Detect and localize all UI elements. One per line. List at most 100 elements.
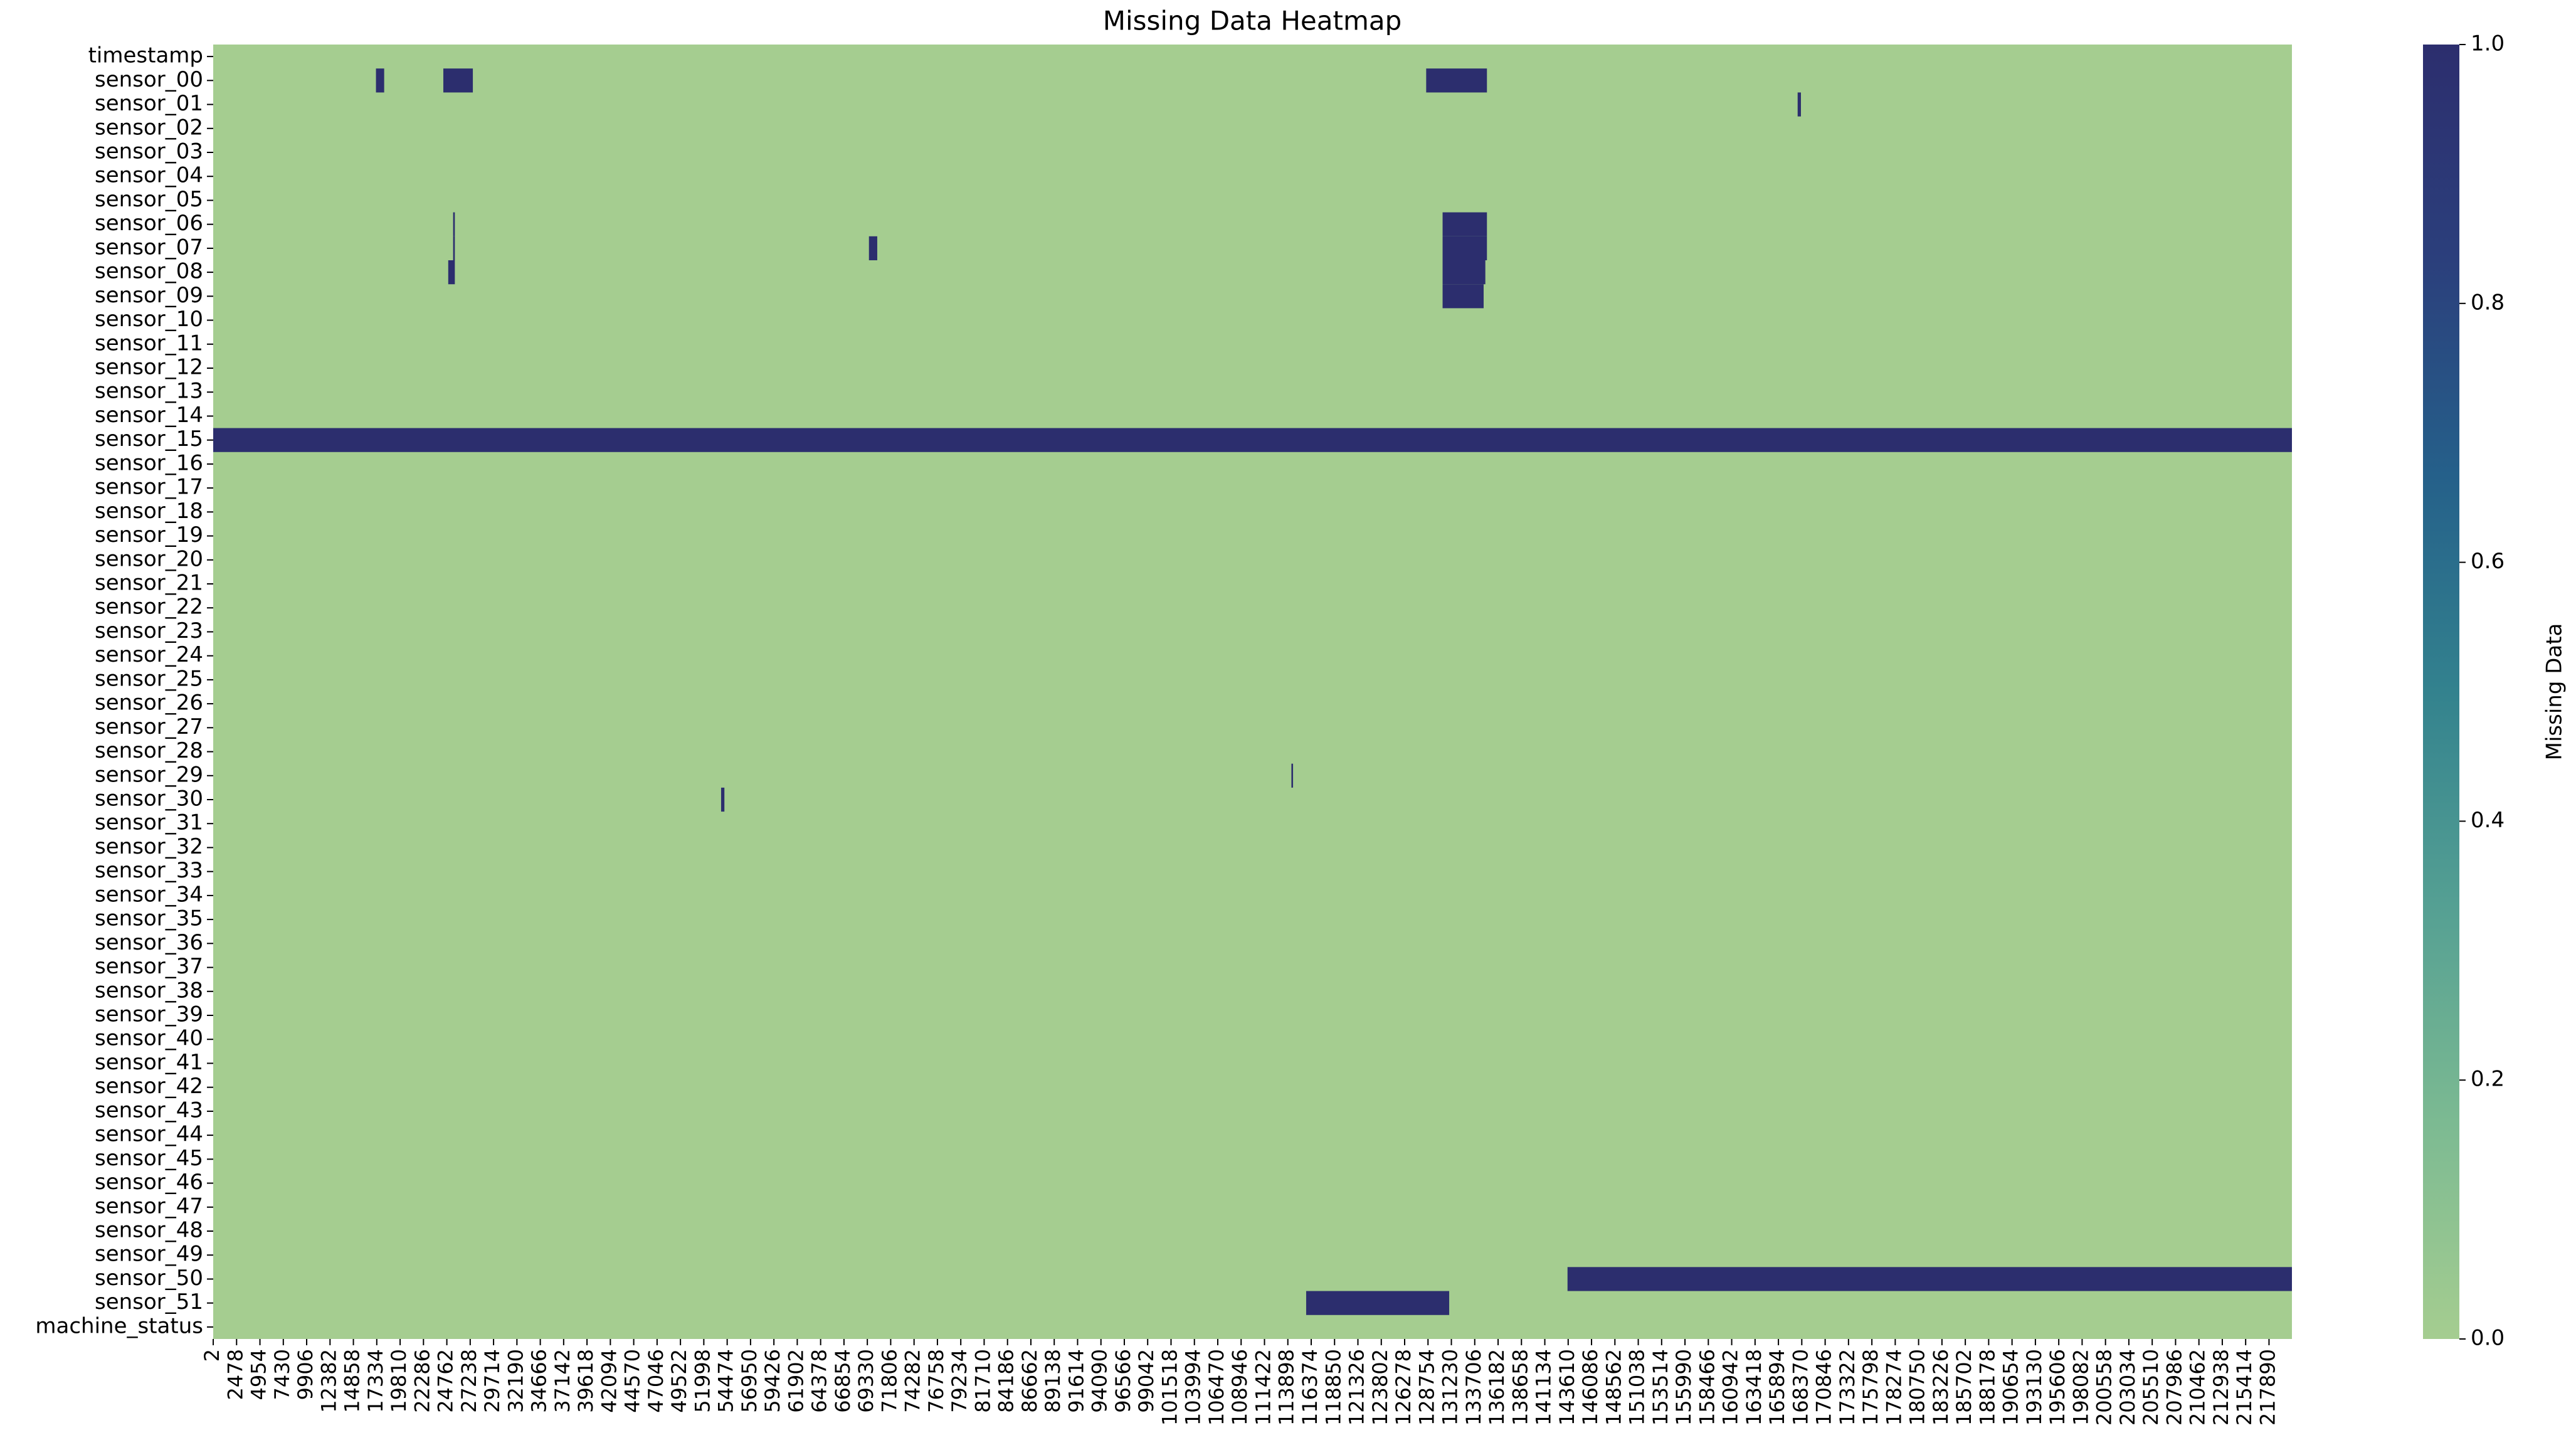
x-tick-label: 14858 [340, 1349, 364, 1413]
x-tick-label: 108946 [1228, 1349, 1252, 1426]
heatmap-cell [1442, 284, 1484, 309]
x-tick-label: 121326 [1345, 1349, 1369, 1426]
x-tick-label: 180750 [1906, 1349, 1929, 1426]
x-tick-label: 71806 [877, 1349, 901, 1413]
heatmap-cell [453, 212, 455, 236]
x-tick-label: 27238 [457, 1349, 481, 1413]
x-tick-label: 37142 [551, 1349, 574, 1413]
x-tick-label: 2 [200, 1349, 224, 1362]
x-tick-label: 173322 [1835, 1349, 1859, 1426]
y-tick-label: sensor_07 [95, 235, 203, 260]
x-tick-label: 29714 [480, 1349, 504, 1413]
colorbar-tick-label: 1.0 [2471, 31, 2505, 56]
x-tick-label: 188178 [1975, 1349, 1999, 1426]
x-tick-label: 146086 [1578, 1349, 1602, 1426]
y-tick-label: sensor_23 [95, 618, 203, 643]
y-tick-label: sensor_51 [95, 1289, 203, 1315]
y-tick-label: sensor_29 [95, 762, 203, 787]
y-tick-label: sensor_12 [95, 355, 203, 380]
x-tick-label: 12382 [317, 1349, 340, 1413]
x-tick-label: 195606 [2045, 1349, 2069, 1426]
x-tick-label: 170846 [1812, 1349, 1836, 1426]
x-tick-label: 165894 [1765, 1349, 1789, 1426]
x-tick-label: 126278 [1391, 1349, 1415, 1426]
y-tick-label: sensor_03 [95, 139, 203, 164]
heatmap-cell [721, 787, 725, 812]
y-tick-label: sensor_04 [95, 163, 203, 188]
x-tick-label: 32190 [504, 1349, 527, 1413]
x-tick-label: 106470 [1205, 1349, 1228, 1426]
x-tick-label: 148562 [1602, 1349, 1625, 1426]
y-tick-label: sensor_38 [95, 978, 203, 1003]
colorbar-tick-label: 0.6 [2471, 549, 2505, 574]
x-tick-label: 215414 [2232, 1349, 2256, 1426]
x-tick-label: 56950 [737, 1349, 761, 1413]
x-tick-label: 64378 [808, 1349, 831, 1413]
y-tick-label: sensor_18 [95, 499, 203, 524]
y-tick-label: sensor_14 [95, 403, 203, 428]
colorbar-tick-label: 0.4 [2471, 808, 2505, 833]
x-tick-label: 200558 [2093, 1349, 2116, 1426]
x-tick-label: 76758 [924, 1349, 948, 1413]
x-tick-label: 123802 [1368, 1349, 1392, 1426]
x-tick-label: 17334 [364, 1349, 388, 1413]
x-tick-label: 74282 [901, 1349, 925, 1413]
x-tick-label: 89138 [1041, 1349, 1065, 1413]
x-tick-label: 178274 [1882, 1349, 1906, 1426]
x-tick-label: 44570 [621, 1349, 645, 1413]
x-tick-label: 24762 [434, 1349, 458, 1413]
x-tick-label: 91614 [1064, 1349, 1088, 1413]
x-tick-label: 116374 [1298, 1349, 1322, 1426]
x-tick-label: 131230 [1438, 1349, 1462, 1426]
heatmap-cell [1442, 212, 1487, 236]
heatmap-cell [868, 236, 877, 260]
y-tick-label: sensor_02 [95, 115, 203, 140]
y-tick-label: sensor_15 [95, 426, 203, 452]
x-tick-label: 141134 [1532, 1349, 1556, 1426]
colorbar-tick-label: 0.0 [2471, 1326, 2505, 1351]
x-tick-label: 19810 [387, 1349, 411, 1413]
x-tick-label: 217890 [2256, 1349, 2279, 1426]
y-tick-label: sensor_43 [95, 1098, 203, 1123]
x-tick-label: 22286 [410, 1349, 434, 1413]
heatmap-cell [213, 428, 2292, 452]
y-tick-label: sensor_27 [95, 714, 203, 739]
colorbar-label: Missing Data [2542, 623, 2567, 761]
heatmap-cell [1426, 68, 1487, 93]
x-tick-label: 61902 [784, 1349, 808, 1413]
y-tick-label: sensor_22 [95, 595, 203, 620]
y-tick-label: sensor_50 [95, 1266, 203, 1291]
colorbar [2423, 45, 2459, 1339]
y-tick-label: sensor_41 [95, 1050, 203, 1075]
x-tick-label: 81710 [971, 1349, 995, 1413]
y-tick-label: sensor_30 [95, 786, 203, 812]
x-tick-label: 86662 [1018, 1349, 1042, 1413]
y-tick-label: sensor_40 [95, 1026, 203, 1051]
chart-title: Missing Data Heatmap [1103, 6, 1402, 36]
x-tick-label: 51998 [690, 1349, 714, 1413]
x-tick-label: 183226 [1929, 1349, 1953, 1426]
x-tick-label: 185702 [1952, 1349, 1976, 1426]
x-tick-label: 175798 [1859, 1349, 1882, 1426]
x-tick-label: 155990 [1672, 1349, 1696, 1426]
y-tick-label: sensor_48 [95, 1218, 203, 1243]
y-tick-label: sensor_28 [95, 738, 203, 763]
y-tick-label: sensor_06 [95, 211, 203, 236]
colorbar-tick-label: 0.8 [2471, 290, 2505, 315]
heatmap-cell [443, 68, 473, 93]
x-tick-label: 151038 [1625, 1349, 1649, 1426]
heatmap-cell [1442, 260, 1486, 285]
x-tick-label: 138658 [1508, 1349, 1532, 1426]
x-tick-label: 160942 [1719, 1349, 1743, 1426]
x-tick-label: 153514 [1649, 1349, 1672, 1426]
x-tick-label: 118850 [1321, 1349, 1345, 1426]
x-tick-label: 128754 [1415, 1349, 1438, 1426]
x-tick-label: 49522 [667, 1349, 691, 1413]
x-tick-label: 143610 [1555, 1349, 1579, 1426]
x-tick-label: 69330 [854, 1349, 878, 1413]
y-tick-label: sensor_44 [95, 1122, 203, 1147]
y-tick-label: sensor_39 [95, 1002, 203, 1027]
y-tick-label: sensor_16 [95, 450, 203, 475]
heatmap-cell [1291, 763, 1294, 788]
x-tick-label: 158466 [1695, 1349, 1719, 1426]
